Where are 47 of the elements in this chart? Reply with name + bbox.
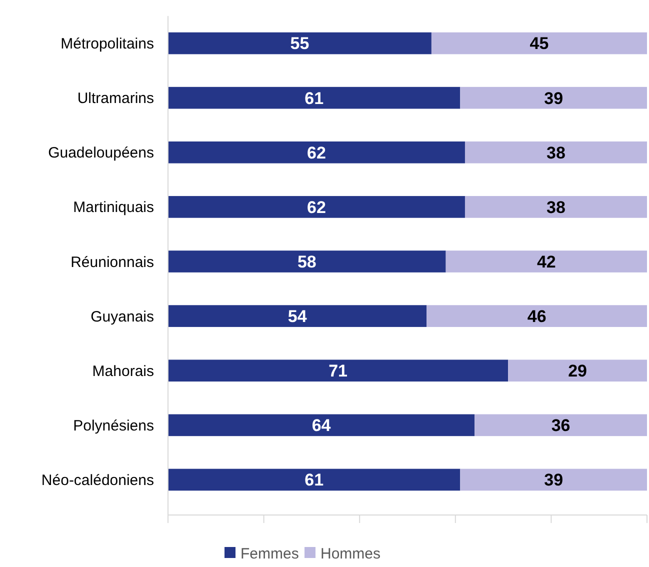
bar (168, 196, 465, 218)
y-tick-label: Néo-calédoniens (41, 472, 154, 489)
data-label: 61 (304, 470, 324, 490)
data-label: 62 (307, 198, 326, 217)
data-label: 38 (546, 143, 566, 162)
y-tick-label: Métropolitains (60, 36, 154, 53)
y-tick-label: Ultramarins (77, 90, 154, 108)
legend-label: Femmes (240, 545, 299, 562)
data-label: 39 (544, 88, 564, 108)
data-label: 54 (288, 307, 308, 326)
bar (464, 141, 647, 164)
data-label: 38 (546, 198, 566, 217)
bar (168, 32, 432, 54)
bar (168, 414, 475, 436)
bar (168, 141, 465, 164)
bar (460, 86, 647, 109)
data-label: 39 (544, 470, 564, 490)
data-label: 55 (290, 34, 310, 54)
data-label: 42 (536, 252, 556, 272)
bar (168, 250, 446, 272)
data-label: 71 (328, 362, 348, 381)
y-tick-label: Réunionnais (70, 254, 154, 271)
bar (464, 196, 647, 218)
y-tick-label: Guadeloupéens (48, 144, 154, 162)
bar (168, 86, 460, 109)
data-label: 46 (527, 307, 546, 326)
data-label: 64 (312, 416, 332, 436)
bar (446, 250, 647, 272)
bar (168, 468, 460, 491)
bar (508, 360, 647, 382)
data-label: 61 (304, 88, 324, 108)
bar (474, 414, 647, 436)
data-label: 58 (297, 252, 316, 272)
bar (168, 360, 508, 382)
bar (168, 305, 427, 327)
y-tick-label: Guyanais (90, 308, 154, 326)
y-tick-label: Mahorais (92, 362, 154, 380)
y-tick-label: Polynésiens (73, 417, 154, 434)
bar (460, 468, 647, 491)
data-label: 36 (551, 416, 570, 436)
data-label: 62 (307, 143, 326, 162)
bar (426, 305, 647, 327)
y-tick-label: Martiniquais (73, 199, 154, 216)
bar (431, 32, 647, 54)
legend-label: Hommes (320, 545, 381, 562)
data-label: 45 (530, 34, 549, 54)
data-label: 29 (568, 362, 588, 381)
